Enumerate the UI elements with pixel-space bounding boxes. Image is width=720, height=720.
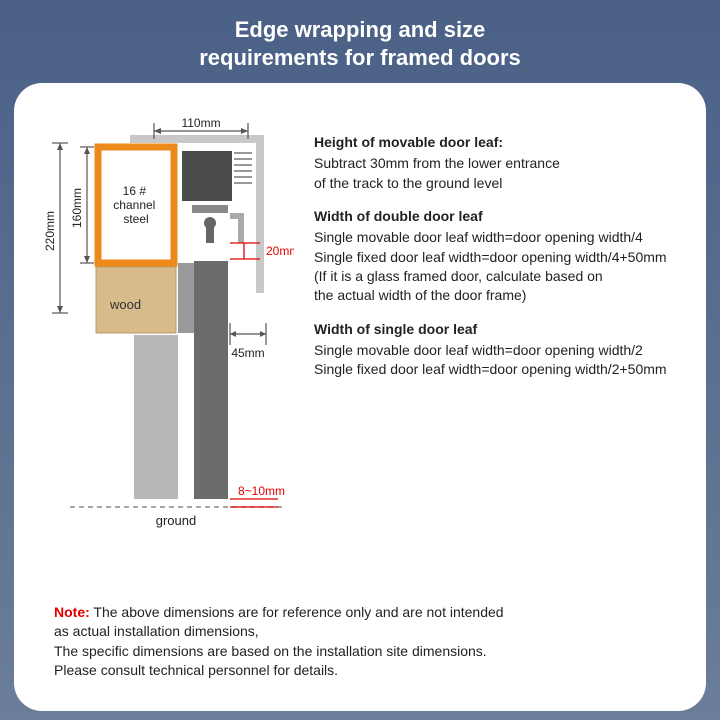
svg-text:220mm: 220mm bbox=[43, 211, 57, 251]
back-panel bbox=[134, 335, 178, 499]
track-mechanism bbox=[182, 151, 252, 243]
ground-label: ground bbox=[156, 513, 196, 528]
spec-line: the actual width of the door frame) bbox=[314, 286, 682, 305]
dim-left-inner: 160mm bbox=[70, 147, 94, 263]
spec-heading-height: Height of movable door leaf: bbox=[314, 133, 682, 152]
cross-section-diagram: 110mm 220mm 160mm 16 # bbox=[34, 113, 294, 553]
spec-line: Subtract 30mm from the lower entrance bbox=[314, 154, 682, 173]
svg-text:110mm: 110mm bbox=[181, 116, 220, 130]
svg-text:8~10mm: 8~10mm bbox=[238, 484, 285, 498]
content-card: 110mm 220mm 160mm 16 # bbox=[14, 83, 706, 711]
spec-line: Single fixed door leaf width=door openin… bbox=[314, 360, 682, 379]
spec-line: of the track to the ground level bbox=[314, 174, 682, 193]
svg-text:20mm: 20mm bbox=[266, 244, 294, 258]
dim-ground-gap: 8~10mm bbox=[230, 484, 285, 507]
channel-steel-label: 16 # channel steel bbox=[113, 184, 158, 226]
spec-heading-single: Width of single door leaf bbox=[314, 320, 682, 339]
spec-line: Single movable door leaf width=door open… bbox=[314, 228, 682, 247]
door-leaf bbox=[194, 261, 228, 499]
page-title: Edge wrapping and size requirements for … bbox=[0, 0, 720, 83]
svg-text:45mm: 45mm bbox=[231, 346, 264, 360]
spec-line: (If it is a glass framed door, calculate… bbox=[314, 267, 682, 286]
spec-text-column: Height of movable door leaf: Subtract 30… bbox=[314, 133, 682, 379]
spec-heading-double: Width of double door leaf bbox=[314, 207, 682, 226]
note-line: Please consult technical personnel for d… bbox=[54, 662, 338, 678]
note-line: as actual installation dimensions, bbox=[54, 623, 259, 639]
spec-line: Single fixed door leaf width=door openin… bbox=[314, 248, 682, 267]
dim-left-outer: 220mm bbox=[43, 143, 68, 313]
svg-text:160mm: 160mm bbox=[70, 188, 84, 228]
spec-line: Single movable door leaf width=door open… bbox=[314, 341, 682, 360]
title-line-2: requirements for framed doors bbox=[199, 45, 521, 70]
dim-45: 45mm bbox=[230, 323, 266, 360]
note-block: Note: The above dimensions are for refer… bbox=[54, 603, 666, 681]
note-line: The specific dimensions are based on the… bbox=[54, 643, 487, 659]
title-line-1: Edge wrapping and size bbox=[235, 17, 486, 42]
note-line: The above dimensions are for reference o… bbox=[90, 604, 504, 620]
wood-label: wood bbox=[109, 297, 141, 312]
note-label: Note: bbox=[54, 604, 90, 620]
